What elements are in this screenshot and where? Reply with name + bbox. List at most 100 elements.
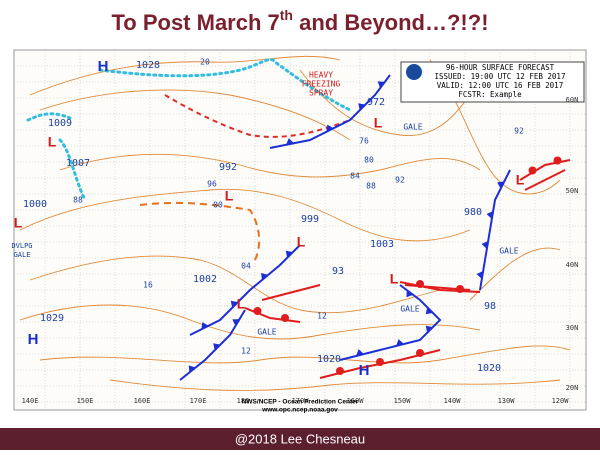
pressure-label: 980 — [464, 207, 482, 218]
movement-arrow — [524, 169, 566, 191]
isobars — [19, 55, 571, 391]
front-pip — [497, 181, 505, 189]
front-pip — [285, 250, 293, 258]
pressure-label: 1020 — [317, 354, 341, 365]
front-pip — [213, 343, 221, 351]
warm-front — [519, 159, 571, 181]
longitude-label: 170E — [190, 397, 207, 405]
longitude-label: 160E — [134, 397, 151, 405]
low-marker: L — [374, 115, 383, 131]
weather-map: 1028 1009 1007 1000 992 999 1002 93 1003 980 98 102… — [11, 49, 587, 414]
gale-label: GALE — [403, 123, 422, 132]
gale-label: GALE — [257, 328, 276, 337]
title-text: To Post March 7 — [111, 10, 279, 35]
longitude-label: 170W — [292, 397, 310, 405]
freezing-spray-line — [164, 94, 351, 138]
front-pip — [476, 271, 484, 279]
isobar-label: 88 — [366, 182, 376, 191]
credit-line: NWS/NCEP - Ocean Prediction Center — [242, 399, 359, 406]
pressure-label: 1009 — [48, 118, 72, 129]
latitude-label: 20N — [566, 384, 579, 392]
movement-arrow — [404, 284, 471, 291]
gale-label: GALE — [499, 247, 518, 256]
isobar-label: 16 — [143, 281, 153, 290]
high-marker: H — [28, 331, 39, 348]
pressure-label: 93 — [332, 266, 344, 277]
front-pip — [486, 211, 494, 219]
low-marker: L — [225, 188, 234, 204]
isobar-label: 00 — [213, 201, 223, 210]
footer: @2018 Lee Chesneau — [235, 431, 365, 446]
front-pip — [396, 339, 404, 346]
isobar-label: 92 — [514, 127, 524, 136]
front-pip — [286, 138, 294, 145]
footer-band — [0, 428, 600, 450]
front-pip — [425, 325, 433, 333]
pressure-label: 98 — [484, 301, 496, 312]
front-pip — [230, 300, 238, 308]
isobar-label: 92 — [395, 176, 405, 185]
front-pip — [406, 290, 414, 298]
pressure-label: 1020 — [477, 363, 501, 374]
high-marker: H — [359, 362, 370, 379]
front-pip — [232, 319, 240, 326]
pressure-label: 1000 — [23, 199, 47, 210]
title-sup: th — [280, 7, 293, 23]
front-pip — [376, 358, 384, 366]
low-marker: L — [297, 234, 306, 250]
front-pip — [356, 349, 364, 356]
latitude-label: 60N — [566, 96, 579, 104]
cold-front — [189, 244, 301, 336]
trough — [139, 201, 261, 261]
latitude-label: 30N — [566, 324, 579, 332]
front-pip — [528, 166, 537, 175]
front-pip — [358, 103, 366, 111]
warm-front — [244, 307, 301, 323]
longitude-label: 150E — [77, 397, 94, 405]
header-line: 96-HOUR SURFACE FORECAST — [446, 63, 555, 72]
title: To Post March 7th and Beyond…?!?! — [111, 7, 488, 35]
title-rest: and Beyond…?!?! — [293, 10, 489, 35]
isobar-label: 88 — [73, 196, 83, 205]
pressure-label: 1002 — [193, 274, 217, 285]
longitude-label: 160W — [347, 397, 365, 405]
isobar-label: 12 — [317, 312, 327, 321]
front-pip — [261, 272, 269, 281]
longitude-label: 130W — [498, 397, 516, 405]
isobar-label: 04 — [241, 262, 251, 271]
pressure-label: 972 — [367, 97, 385, 108]
longitude-label: 140W — [444, 397, 462, 405]
freezing-spray-label: SPRAY — [309, 89, 333, 98]
fronts — [179, 74, 571, 381]
longitude-label: 150W — [394, 397, 412, 405]
pressure-label: 1028 — [136, 60, 160, 71]
high-marker: H — [98, 58, 109, 75]
movement-arrow — [261, 284, 321, 301]
pressure-label: 1007 — [66, 158, 90, 169]
freezing-spray-label: HEAVY — [309, 71, 333, 80]
low-marker: L — [516, 172, 525, 188]
low-marker: L — [237, 296, 246, 312]
front-pip — [253, 307, 262, 315]
front-pip — [201, 322, 209, 330]
isobar-label: 20 — [200, 58, 210, 67]
front-pip — [553, 156, 562, 165]
pressure-label: 1003 — [370, 239, 394, 250]
isobar-label: 12 — [241, 347, 251, 356]
pressure-label: 1029 — [40, 313, 64, 324]
isobar-label: 80 — [364, 156, 374, 165]
latitude-label: 50N — [566, 187, 579, 195]
longitude-label: 120W — [552, 397, 570, 405]
isobar-label: 84 — [350, 172, 360, 181]
front-pip — [281, 314, 289, 322]
front-pip — [188, 365, 196, 373]
front-pip — [481, 241, 489, 249]
front-pip — [425, 307, 433, 315]
longitude-label: 140E — [22, 397, 39, 405]
header-line: VALID: 12:00 UTC 16 FEB 2017 — [437, 81, 563, 90]
front-pip — [377, 81, 385, 89]
header-line: FCSTR: Example — [458, 90, 522, 99]
longitude-label: 180 — [237, 397, 250, 405]
header-box — [400, 61, 585, 103]
